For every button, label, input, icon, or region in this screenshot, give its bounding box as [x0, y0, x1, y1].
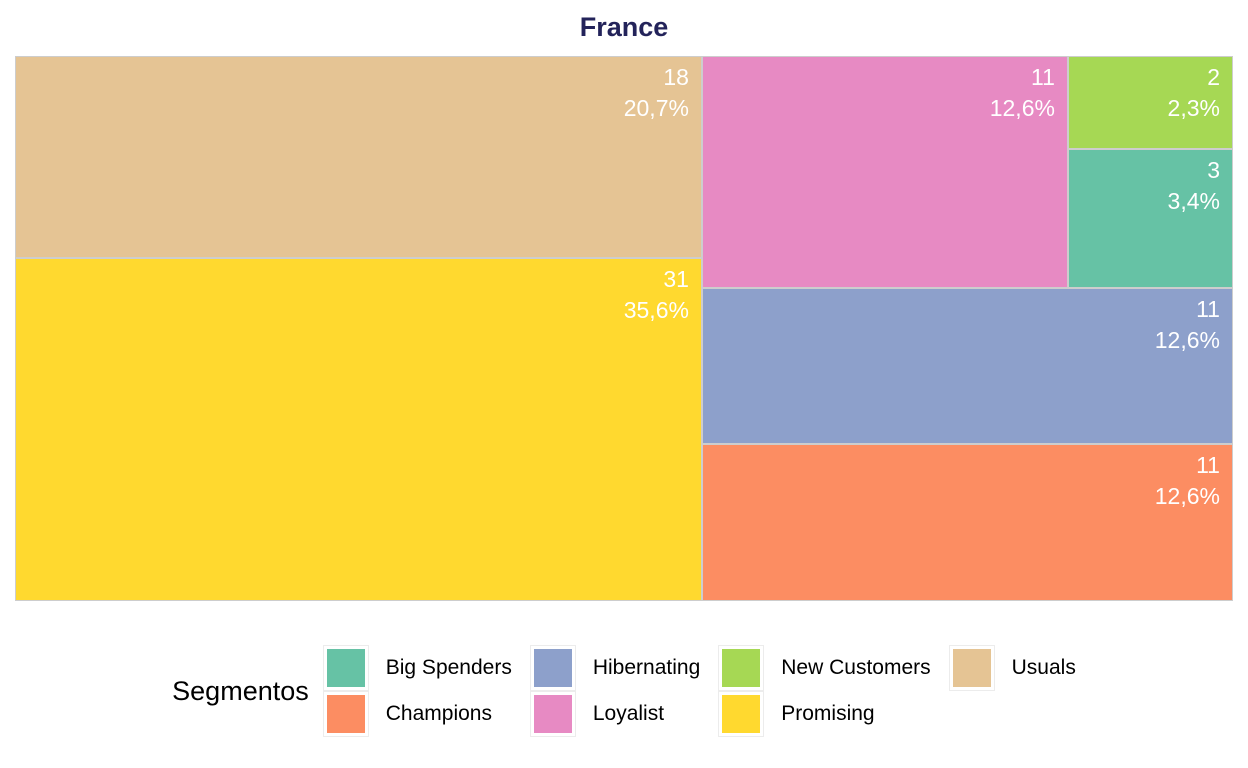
- tile-value: 18: [663, 64, 689, 90]
- chart-title: France: [579, 12, 669, 42]
- tile-percent: 12,6%: [1154, 327, 1220, 353]
- tile-value: 11: [1196, 296, 1220, 322]
- treemap-plot-area: 18 20,7% 31 35,6% 11 12,6% 2 2,3% 3: [15, 56, 1233, 601]
- tile-value: 3: [1207, 156, 1220, 183]
- legend-key: [718, 645, 765, 691]
- legend-label: New Customers: [781, 656, 931, 679]
- legend-title: Segmentos: [172, 675, 309, 706]
- new-customers-swatch-icon: [722, 649, 761, 687]
- treemap-tile-promising[interactable]: 31 35,6%: [15, 257, 702, 601]
- legend-key: [529, 645, 576, 691]
- tile-label-promising: 31 35,6%: [624, 264, 689, 326]
- big-spenders-swatch-icon: [326, 649, 365, 687]
- tile-percent: 20,7%: [623, 95, 689, 121]
- legend-column-2: Hibernating Loyalist: [529, 645, 701, 737]
- legend-item-champions[interactable]: Champions: [322, 691, 512, 737]
- legend-item-hibernating[interactable]: Hibernating: [529, 645, 701, 691]
- tile-label-big-spenders: 3 3,4%: [1168, 155, 1220, 217]
- legend-item-new-customers[interactable]: New Customers: [718, 645, 931, 691]
- tile-percent: 12,6%: [989, 95, 1055, 121]
- legend-label: Usuals: [1011, 656, 1076, 679]
- legend-column-3: New Customers Promising: [718, 645, 931, 737]
- tile-percent: 35,6%: [623, 296, 689, 323]
- tile-label-usuals: 18 20,7%: [624, 62, 689, 124]
- legend-item-big-spenders[interactable]: Big Spenders: [322, 645, 512, 691]
- legend-item-usuals[interactable]: Usuals: [948, 645, 1076, 691]
- tile-label-hibernating: 11 12,6%: [1155, 294, 1220, 356]
- tile-value: 11: [1196, 451, 1220, 478]
- legend-key: [718, 691, 765, 737]
- legend: Segmentos Big Spenders Champions: [0, 645, 1248, 737]
- treemap-tile-new-customers[interactable]: 2 2,3%: [1067, 56, 1233, 149]
- legend-item-promising[interactable]: Promising: [718, 691, 930, 737]
- legend-column-1: Big Spenders Champions: [322, 645, 512, 737]
- legend-label: Big Spenders: [385, 656, 512, 679]
- legend-key: [529, 691, 576, 737]
- promising-swatch-icon: [722, 695, 761, 733]
- legend-key: [322, 645, 369, 691]
- legend-key: [948, 645, 995, 691]
- treemap-tile-usuals[interactable]: 18 20,7%: [15, 56, 702, 258]
- tile-percent: 3,4%: [1167, 187, 1220, 214]
- champions-swatch-icon: [326, 695, 365, 733]
- tile-label-loyalist: 11 12,6%: [990, 62, 1055, 124]
- legend-label: Loyalist: [592, 702, 665, 725]
- usuals-swatch-icon: [952, 649, 991, 687]
- hibernating-swatch-icon: [533, 649, 572, 687]
- tile-value: 11: [1031, 64, 1055, 90]
- tile-percent: 12,6%: [1154, 482, 1220, 509]
- tile-label-champions: 11 12,6%: [1155, 450, 1220, 512]
- treemap-tile-loyalist[interactable]: 11 12,6%: [701, 56, 1068, 288]
- treemap-tile-big-spenders[interactable]: 3 3,4%: [1067, 148, 1233, 288]
- legend-column-4: Usuals: [948, 645, 1076, 691]
- loyalist-swatch-icon: [533, 695, 572, 733]
- legend-key: [322, 691, 369, 737]
- legend-label: Hibernating: [592, 656, 701, 679]
- legend-item-loyalist[interactable]: Loyalist: [529, 691, 700, 737]
- tile-percent: 2,3%: [1167, 95, 1220, 121]
- tile-value: 2: [1207, 64, 1220, 90]
- tile-label-new-customers: 2 2,3%: [1168, 62, 1220, 124]
- treemap-tile-champions[interactable]: 11 12,6%: [701, 443, 1233, 601]
- legend-label: Champions: [385, 702, 492, 725]
- tile-value: 31: [663, 265, 689, 292]
- legend-label: Promising: [781, 702, 875, 725]
- legend-columns: Big Spenders Champions Hibernating: [322, 645, 1076, 737]
- treemap-tile-hibernating[interactable]: 11 12,6%: [701, 288, 1233, 444]
